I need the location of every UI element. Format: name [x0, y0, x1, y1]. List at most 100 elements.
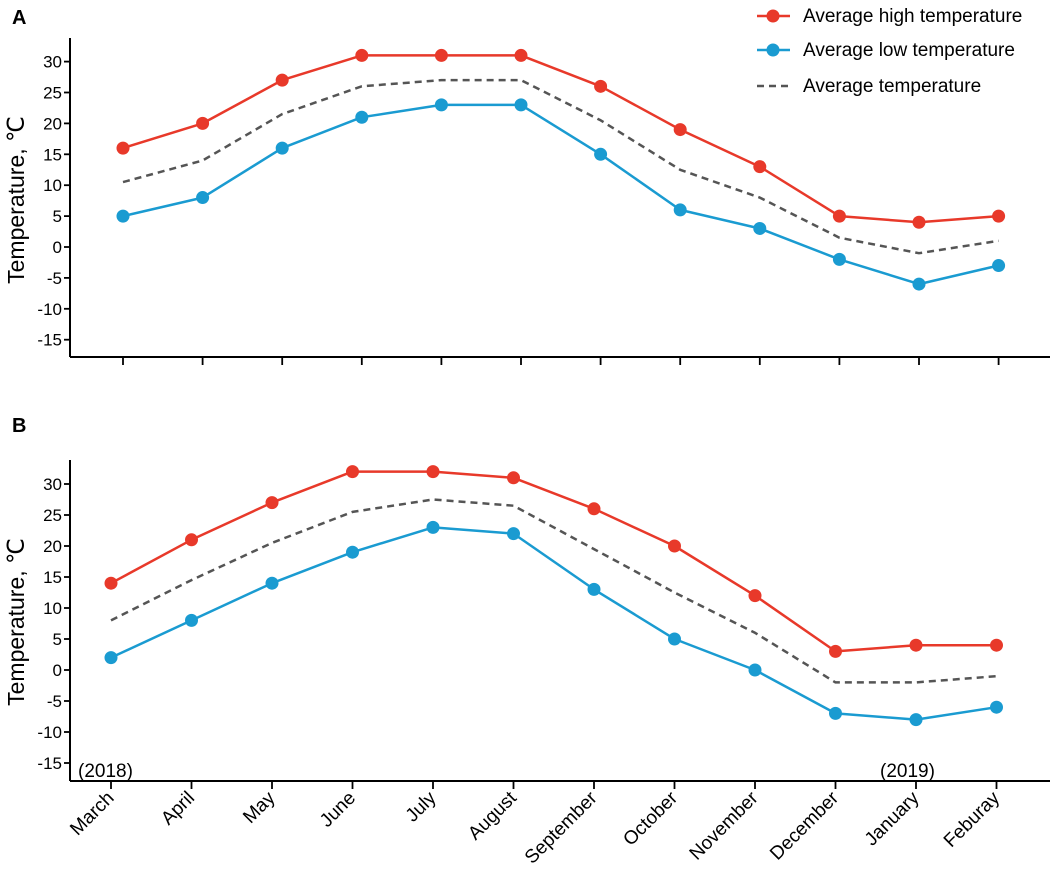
data-point-high	[748, 589, 762, 603]
legend-item-avg: Average temperature	[757, 76, 981, 97]
legend-item-high: Average high temperature	[757, 6, 1022, 27]
data-point-high	[594, 79, 608, 93]
series-group-a	[116, 48, 1006, 291]
data-point-high	[753, 160, 767, 174]
data-point-high	[185, 533, 198, 547]
x-ticks-b	[110, 781, 998, 789]
data-point-low	[673, 203, 687, 217]
data-point-low	[196, 191, 210, 205]
y-tick-label: 5	[53, 630, 62, 649]
y-tick-label: 25	[43, 506, 62, 525]
legend-item-low: Average low temperature	[757, 40, 1015, 61]
data-point-low	[748, 663, 762, 677]
y-tick-label: 30	[43, 475, 62, 494]
y-ticks-a: -15 -10 -5 0 5 10 15 20 25 30	[37, 53, 70, 350]
data-point-high	[265, 496, 279, 510]
panel-label-a: A	[12, 7, 26, 29]
data-point-high	[832, 209, 846, 223]
annotation-2018: (2018)	[78, 761, 133, 782]
y-tick-label: -10	[37, 723, 62, 742]
x-category-label: January	[861, 787, 924, 850]
data-point-high	[992, 209, 1006, 223]
y-axis-label-a: Temperature, ℃	[3, 116, 29, 284]
data-point-high	[116, 141, 130, 155]
data-point-low	[912, 277, 926, 291]
x-category-label: December	[766, 787, 843, 864]
y-tick-label: -15	[37, 754, 62, 773]
data-point-low	[992, 259, 1006, 273]
data-point-low	[829, 706, 842, 720]
x-category-label: May	[239, 787, 280, 828]
series-line-low	[122, 103, 999, 286]
legend: Average high temperature Average low tem…	[757, 6, 1022, 97]
data-point-high	[673, 123, 687, 137]
data-point-high	[514, 48, 528, 62]
x-category-label: October	[619, 787, 682, 850]
y-ticks-b: -15 -10 -5 0 5 10 15 20 25 30	[37, 475, 70, 773]
data-point-high	[275, 73, 289, 87]
y-tick-label: 5	[53, 207, 62, 226]
x-category-label: June	[316, 788, 360, 832]
legend-label-avg: Average temperature	[803, 76, 981, 97]
data-point-high	[355, 48, 369, 62]
data-point-low	[275, 141, 289, 155]
x-category-label: April	[157, 788, 199, 830]
data-point-high	[434, 48, 448, 62]
data-point-low	[594, 147, 608, 161]
annotation-2019: (2019)	[880, 761, 935, 782]
y-tick-label: 10	[43, 599, 62, 618]
data-point-high	[912, 215, 926, 229]
y-tick-label: -10	[37, 300, 62, 319]
y-tick-label: 30	[43, 53, 62, 72]
y-tick-label: 25	[43, 84, 62, 103]
x-category-label: September	[521, 787, 602, 868]
x-ticks-a	[122, 357, 1000, 365]
data-point-low	[426, 520, 440, 534]
data-point-high	[668, 539, 681, 553]
series-line-high	[110, 470, 997, 653]
data-point-high	[587, 502, 601, 516]
legend-label-high: Average high temperature	[803, 6, 1022, 27]
data-point-high	[196, 116, 210, 130]
series-line-avg	[122, 78, 999, 255]
x-category-label: July	[402, 787, 441, 826]
data-point-high	[426, 465, 440, 479]
x-category-label: August	[464, 787, 521, 844]
y-tick-label: -5	[47, 269, 62, 288]
legend-label-low: Average low temperature	[803, 40, 1015, 61]
y-tick-label: 15	[43, 145, 62, 164]
data-point-high	[829, 644, 842, 658]
data-point-low	[104, 651, 118, 665]
data-point-low	[346, 545, 359, 559]
series-line-low	[110, 526, 997, 721]
x-category-label: Feburay	[940, 787, 1004, 851]
series-line-high	[122, 54, 999, 224]
y-tick-label: 15	[43, 568, 62, 587]
x-category-label: March	[66, 788, 118, 840]
x-category-labels: March April May June July August September Octo…	[66, 787, 1004, 868]
y-tick-label: 0	[53, 238, 62, 257]
series-group-b	[104, 465, 1003, 727]
y-tick-label: -5	[47, 692, 62, 711]
y-tick-label: 20	[43, 114, 62, 133]
data-point-low	[355, 110, 369, 124]
data-point-high	[990, 638, 1003, 652]
panel-a: A Temperature, ℃ -15 -10 -5 0 5 10 15 20 25 30	[3, 7, 1050, 365]
panel-b: B Temperature, ℃ -15 -10 -5 0 5 10 15 20 25 30 (2…	[3, 415, 1050, 868]
y-tick-label: 0	[53, 661, 62, 680]
x-category-label: November	[686, 787, 763, 864]
y-axis-label-b: Temperature, ℃	[3, 538, 29, 706]
panel-label-b: B	[12, 415, 26, 437]
data-point-high	[104, 576, 118, 590]
y-tick-label: 20	[43, 537, 62, 556]
data-point-low	[832, 252, 846, 266]
data-point-high	[909, 638, 923, 652]
data-point-low	[587, 582, 601, 596]
legend-marker-low	[766, 43, 780, 57]
data-point-high	[346, 465, 359, 479]
y-tick-label: -15	[37, 331, 62, 350]
data-point-low	[668, 632, 681, 646]
data-point-low	[753, 221, 767, 235]
data-point-low	[434, 98, 448, 112]
